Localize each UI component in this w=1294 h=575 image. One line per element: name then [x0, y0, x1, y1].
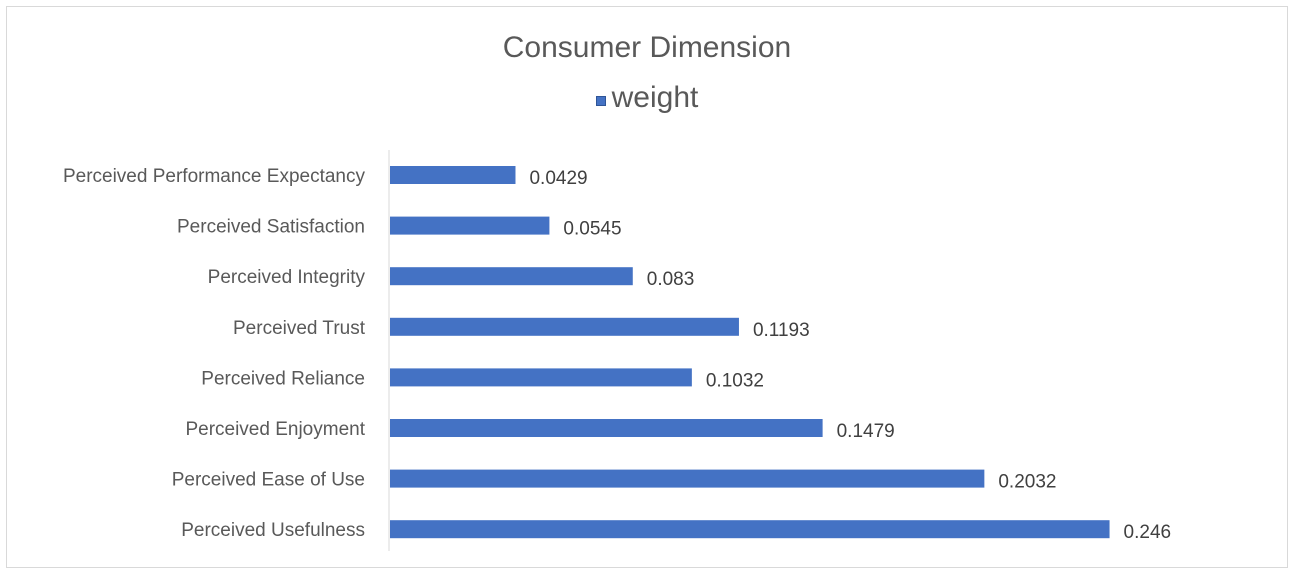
category-labels: Perceived Performance Expectancy Perceive… [63, 166, 366, 541]
category-label-perceived-ease-of-use: Perceived Ease of Use [172, 470, 365, 491]
data-label-perceived-satisfaction: 0.0545 [563, 219, 621, 240]
category-label-perceived-reliance: Perceived Reliance [201, 368, 365, 389]
bar-perceived-reliance [390, 368, 692, 387]
bar-series-weight [390, 166, 1110, 539]
category-label-perceived-satisfaction: Perceived Satisfaction [177, 217, 365, 238]
chart-title: Consumer Dimension [502, 31, 792, 64]
data-label-perceived-performance-expectancy: 0.0429 [529, 168, 587, 189]
bar-perceived-trust [390, 317, 739, 336]
data-label-perceived-reliance: 0.1032 [706, 370, 764, 391]
legend-entry-weight: weight [611, 81, 699, 114]
category-label-perceived-enjoyment: Perceived Enjoyment [185, 419, 365, 440]
chart-legend: weight [0, 78, 1294, 118]
bar-perceived-enjoyment [390, 419, 823, 437]
data-label-perceived-trust: 0.1193 [753, 320, 810, 341]
bar-perceived-usefulness [390, 520, 1110, 539]
data-label-perceived-integrity: 0.083 [647, 269, 695, 290]
bar-perceived-integrity [390, 267, 633, 286]
category-label-perceived-usefulness: Perceived Usefulness [181, 520, 365, 541]
category-label-perceived-integrity: Perceived Integrity [208, 267, 366, 288]
bar-perceived-satisfaction [390, 216, 550, 235]
bar-perceived-ease-of-use [390, 469, 985, 488]
category-label-perceived-trust: Perceived Trust [233, 318, 366, 339]
data-labels: 0.0429 0.0545 0.083 0.1193 0.1032 0.1479 0.203… [529, 168, 1171, 543]
data-label-perceived-enjoyment: 0.1479 [837, 421, 895, 442]
category-label-perceived-performance-expectancy: Perceived Performance Expectancy [63, 166, 366, 187]
legend-swatch-icon [595, 96, 606, 107]
data-label-perceived-usefulness: 0.246 [1124, 522, 1172, 543]
bar-perceived-performance-expectancy [390, 166, 516, 184]
data-label-perceived-ease-of-use: 0.2032 [998, 472, 1056, 493]
